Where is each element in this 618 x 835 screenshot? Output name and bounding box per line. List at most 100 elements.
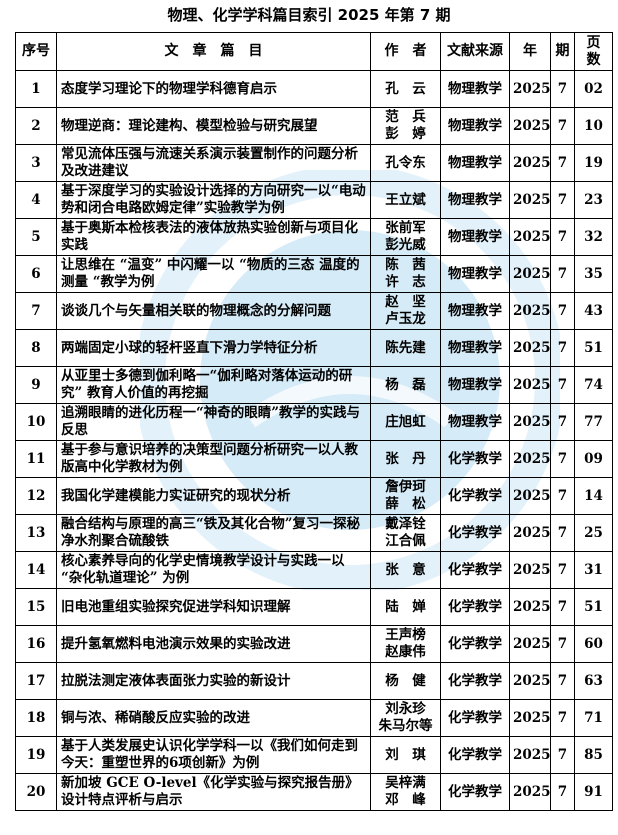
issue-cell: 7 [550,70,575,108]
row-no-cell: 7 [15,292,57,330]
table-row: 11 基于参与意识培养的决策型问题分析研究一以人教版高中化学教材为例张 丹化学教学… [15,440,613,478]
issue-cell: 7 [550,514,575,552]
table-row: 7 谈谈几个与矢量相关联的物理概念的分解问题赵 坚卢玉龙 物理教学 2025 7 43 [15,292,613,330]
header-source: 文献来源 [440,32,510,71]
row-no-cell: 15 [15,588,57,626]
source-cell: 物理教学 [440,366,510,404]
table-row: 1 态度学习理论下的物理学科德育启示孔 云物理教学 2025 7 02 [15,70,613,108]
authors-cell: 张 意 [370,551,441,589]
year-cell: 2025 [509,181,551,219]
year-cell: 2025 [509,477,551,515]
header-title: 文 章 篇 目 [56,32,371,71]
authors-cell: 陆 婵 [370,588,441,626]
author-name: 王立斌 [385,191,426,208]
author-name: 詹伊珂 [385,479,426,495]
issue-cell: 7 [550,736,575,774]
article-title-cell: 铜与浓、稀硝酸反应实验的改进 [56,699,371,737]
issue-cell: 7 [550,144,575,182]
article-title-cell: 核心素养导向的化学史情境教学设计与实践一以 “杂化轨道理论” 为例 [56,551,371,589]
source-cell: 化学教学 [440,477,510,515]
source-cell: 物理教学 [440,329,510,367]
author-name: 赵 坚 [385,294,426,310]
article-title-cell: 提升氢氧燃料电池演示效果的实验改进 [56,625,371,663]
issue-cell: 7 [550,292,575,330]
table-row: 9 从亚里士多德到伽利略一“伽利略对落体运动的研究” 教育人价值的再挖掘杨 磊物理… [15,366,613,404]
source-cell: 物理教学 [440,403,510,441]
row-no-cell: 11 [15,440,57,478]
author-name: 戴泽铨 [385,516,426,532]
row-no-cell: 18 [15,699,57,737]
author-name: 张 丹 [385,450,426,467]
author-name: 范 兵 [385,109,426,125]
source-cell: 化学教学 [440,662,510,700]
row-no-cell: 1 [15,70,57,108]
source-cell: 物理教学 [440,255,510,293]
row-no-cell: 10 [15,403,57,441]
page-title: 物理、化学学科篇目索引 2025 年第 7 期 [167,6,451,24]
year-cell: 2025 [509,329,551,367]
author-name: 王声榜 [385,627,426,643]
header-row: 序号 文 章 篇 目 作 者 文献来源 年 期 页数 [15,32,613,71]
year-cell: 2025 [509,625,551,663]
year-cell: 2025 [509,403,551,441]
article-title-cell: 新加坡 GCE O-level《化学实验与探究报告册》设计特点评析与启示 [56,773,371,811]
issue-cell: 7 [550,699,575,737]
article-title-cell: 基于深度学习的实验设计选择的方向研究一以“电动势和闭合电路欧姆定律”实验教学为例 [56,181,371,219]
year-cell: 2025 [509,292,551,330]
source-cell: 物理教学 [440,218,510,256]
year-cell: 2025 [509,551,551,589]
source-cell: 化学教学 [440,551,510,589]
article-title-cell: 态度学习理论下的物理学科德育启示 [56,70,371,108]
year-cell: 2025 [509,736,551,774]
table-row: 15 旧电池重组实验探究促进学科知识理解陆 婵化学教学 2025 7 51 [15,588,613,626]
author-name: 孔令东 [385,154,426,171]
authors-cell: 张 丹 [370,440,441,478]
row-no-cell: 19 [15,736,57,774]
header-pages: 页数 [574,32,613,71]
row-no-cell: 17 [15,662,57,700]
author-name: 刘永珍 [385,701,426,717]
issue-cell: 7 [550,477,575,515]
table-row: 3 常见流体压强与流速关系演示装置制作的问题分析及改进建议 孔令东 物理教学 2025 7… [15,144,613,182]
year-cell: 2025 [509,699,551,737]
article-title-cell: 两端固定小球的轻杆竖直下滑力学特征分析 [56,329,371,367]
article-title-cell: 让思维在 “温变” 中闪耀一以 “物质的三态 温度的测量 “教学为例 [56,255,371,293]
authors-cell: 张前军 彭光威 [370,218,441,256]
year-cell: 2025 [509,144,551,182]
issue-cell: 7 [550,366,575,404]
author-name: 朱马尔等 [378,718,433,734]
issue-cell: 7 [550,329,575,367]
year-cell: 2025 [509,107,551,145]
row-no-cell: 16 [15,625,57,663]
year-cell: 2025 [509,773,551,811]
authors-cell: 孔令东 [370,144,441,182]
table-row: 5 基于奥斯本检核表法的液体放热实验创新与项目化实践 张前军 彭光威 物理教学 2025 7… [15,218,613,256]
issue-cell: 7 [550,662,575,700]
issue-cell: 7 [550,625,575,663]
year-cell: 2025 [509,255,551,293]
source-cell: 化学教学 [440,773,510,811]
table-row: 12 我国化学建模能力实证研究的现状分析 詹伊珂薛 松化学教学 2025 7 14 [15,477,613,515]
year-cell: 2025 [509,440,551,478]
table-row: 17 拉脱法测定液体表面张力实验的新设计杨 健化学教学 2025 7 63 [15,662,613,700]
row-no-cell: 8 [15,329,57,367]
source-cell: 化学教学 [440,736,510,774]
row-no-cell: 12 [15,477,57,515]
authors-cell: 陈 茜许 志 [370,255,441,293]
authors-cell: 吴梓满邓 峰 [370,773,441,811]
table-row: 6 让思维在 “温变” 中闪耀一以 “物质的三态 温度的测量 “教学为例陈 茜许 … [15,255,613,293]
authors-cell: 杨 磊 [370,366,441,404]
author-name: 陆 婵 [385,598,426,615]
authors-cell: 刘永珍 朱马尔等 [370,699,441,737]
authors-cell: 詹伊珂薛 松 [370,477,441,515]
authors-cell: 王声榜 赵康伟 [370,625,441,663]
article-title-cell: 追溯眼睛的进化历程一“神奇的眼睛”教学的实践与反思 [56,403,371,441]
page-cell: 71 [574,699,613,737]
table-row: 13 融合结构与原理的高三“铁及其化合物”复习一探秘净水剂聚合硫酸铁 戴泽铨 江合佩化… [15,514,613,552]
source-cell: 化学教学 [440,625,510,663]
article-title-cell: 拉脱法测定液体表面张力实验的新设计 [56,662,371,700]
row-no-cell: 6 [15,255,57,293]
source-cell: 化学教学 [440,699,510,737]
page-cell: 32 [574,218,613,256]
author-name: 杨 磊 [385,376,426,393]
